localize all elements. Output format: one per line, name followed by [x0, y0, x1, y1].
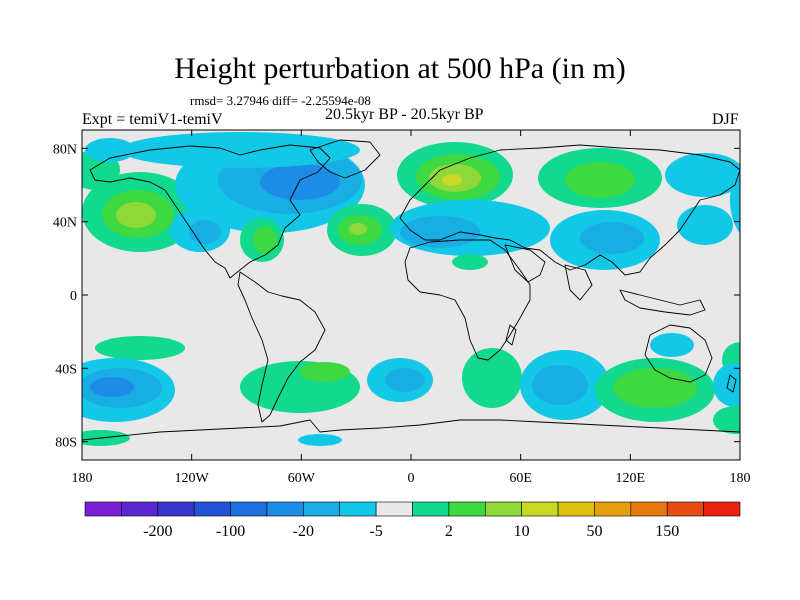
colorbar-box [630, 501, 668, 517]
colorbar-box [557, 501, 595, 517]
colorbar-box [193, 501, 231, 517]
lon-tick-label: 0 [408, 471, 415, 486]
colorbar-box [121, 501, 159, 517]
axis-ticks: 80N 40N 0 40S 80S 180 120W 60W 0 60E 120E 180 [53, 130, 751, 486]
colorbar-label: -20 [293, 523, 314, 540]
colorbar: -200 -100 -20 -5 2 10 50 150 [84, 501, 741, 540]
colorbar-box [448, 501, 486, 517]
lat-tick-label: 40N [53, 216, 77, 231]
lat-tick-label: 0 [70, 289, 77, 304]
lon-tick-label: 60E [509, 471, 532, 486]
colorbar-box [594, 501, 632, 517]
season-label: DJF [712, 111, 739, 128]
stats-line: rmsd= 3.27946 diff= -2.25594e-08 [190, 93, 371, 108]
colorbar-box [412, 501, 450, 517]
plot-title: Height perturbation at 500 hPa (in m) [174, 52, 626, 85]
experiment-label: Expt = temiV1-temiV [82, 111, 223, 128]
lon-tick-label: 180 [730, 471, 751, 486]
colorbar-box [157, 501, 195, 517]
lat-tick-label: 40S [55, 362, 77, 377]
colorbar-label: 10 [514, 523, 530, 540]
colorbar-box [339, 501, 377, 517]
colorbar-label: -5 [369, 523, 382, 540]
lon-tick-label: 180 [72, 471, 93, 486]
coastlines [82, 139, 740, 441]
colorbar-box [375, 501, 413, 517]
colorbar-box [666, 501, 704, 517]
colorbar-label: -100 [216, 523, 245, 540]
colorbar-box [703, 501, 741, 517]
colorbar-box [84, 501, 122, 517]
colorbar-box [484, 501, 522, 517]
colorbar-box [521, 501, 559, 517]
lat-tick-label: 80S [55, 436, 77, 451]
lon-tick-label: 120W [175, 471, 210, 486]
period-label: 20.5kyr BP - 20.5kyr BP [325, 106, 484, 123]
lat-tick-label: 80N [53, 142, 77, 157]
colorbar-box [230, 501, 268, 517]
colorbar-box [266, 501, 304, 517]
colorbar-box [303, 501, 341, 517]
colorbar-label: -200 [143, 523, 172, 540]
lon-tick-label: 60W [288, 471, 316, 486]
lon-tick-label: 120E [616, 471, 646, 486]
colorbar-label: 2 [445, 523, 453, 540]
colorbar-label: 150 [655, 523, 679, 540]
colorbar-label: 50 [586, 523, 602, 540]
